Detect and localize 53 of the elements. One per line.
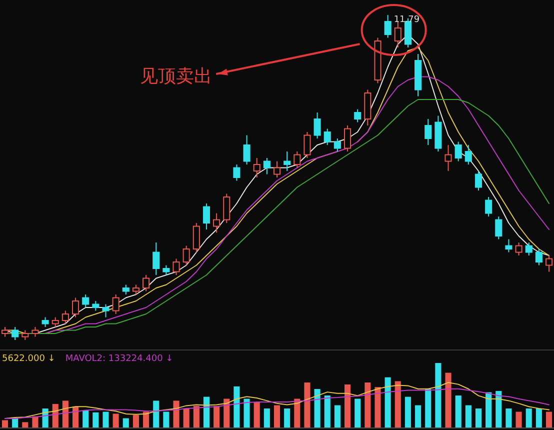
bar xyxy=(344,384,351,428)
bar xyxy=(183,408,190,428)
bar xyxy=(415,405,422,428)
bar xyxy=(294,398,300,428)
bar xyxy=(132,415,139,428)
bar xyxy=(274,405,280,428)
bar xyxy=(234,386,240,428)
bar xyxy=(526,408,532,428)
bar xyxy=(324,396,330,428)
bar xyxy=(384,377,391,428)
bar xyxy=(254,402,260,428)
bar xyxy=(193,406,200,428)
bar xyxy=(314,389,320,428)
bar xyxy=(536,408,542,428)
bar xyxy=(153,400,160,428)
bar xyxy=(455,396,462,428)
bar xyxy=(445,372,452,428)
annotation: MAVOL2: 133224.400 ↓ xyxy=(65,354,174,364)
bar xyxy=(284,408,290,428)
bar xyxy=(22,422,28,428)
bar xyxy=(122,418,129,428)
bar xyxy=(364,382,371,428)
bar xyxy=(435,363,442,428)
annotation: 5622.000 ↓ xyxy=(2,354,56,364)
bar xyxy=(334,405,340,428)
bar xyxy=(486,392,492,428)
bar xyxy=(354,398,361,428)
bar xyxy=(2,420,8,428)
bar xyxy=(374,387,381,428)
bar xyxy=(112,414,119,428)
bar xyxy=(546,412,552,428)
bar xyxy=(516,412,522,428)
bar xyxy=(102,412,109,428)
bar xyxy=(506,408,512,428)
bar xyxy=(203,396,210,428)
bar xyxy=(475,408,482,428)
bar xyxy=(244,398,250,428)
annotation: 11.79 xyxy=(394,15,420,25)
bar xyxy=(173,400,180,428)
bar xyxy=(496,390,502,428)
bar xyxy=(62,400,68,428)
bar xyxy=(163,412,170,428)
bar xyxy=(425,389,432,428)
bar xyxy=(304,382,310,428)
bar xyxy=(264,408,270,428)
bar xyxy=(465,405,472,428)
bar xyxy=(394,381,401,428)
bar xyxy=(224,398,230,428)
annotation: 见顶卖出 xyxy=(140,66,212,87)
bar xyxy=(404,396,411,428)
bar xyxy=(92,412,99,428)
bar xyxy=(214,406,220,428)
bar xyxy=(82,410,89,428)
